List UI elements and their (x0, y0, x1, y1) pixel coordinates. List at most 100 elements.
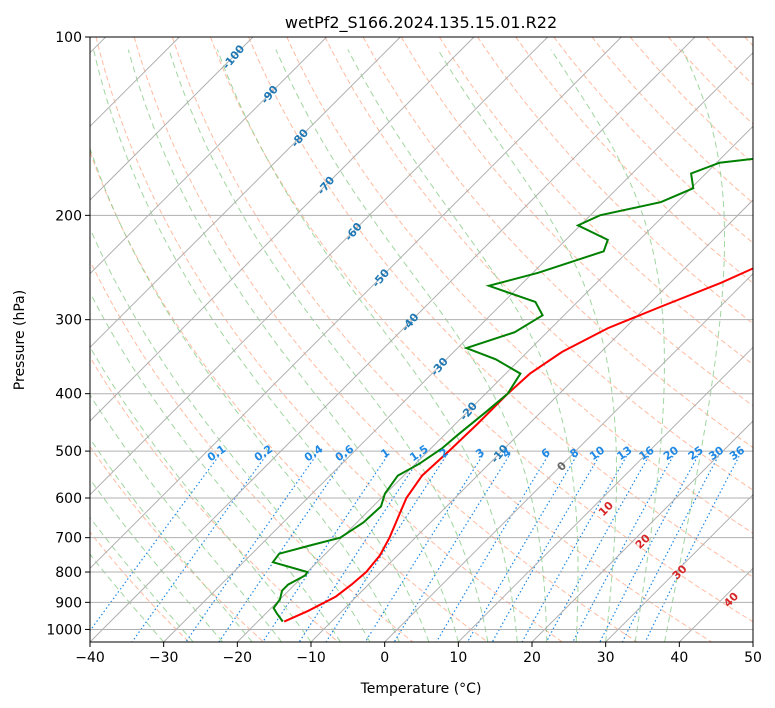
moist-adiabat-line (216, 49, 518, 642)
dry-adiabat-line (362, 37, 753, 449)
dry-adiabat-line (438, 37, 753, 366)
isotherm-line (531, 420, 753, 642)
dry-adiabat-line (90, 531, 190, 642)
isotherm-line (90, 37, 622, 570)
x-axis-ticks: −40 −30 −20 −10 0 10 20 30 40 50 (75, 642, 762, 666)
sounding-series (271, 157, 753, 623)
mixing-ratio-line (599, 455, 699, 642)
y-tick-label: 400 (55, 387, 82, 403)
dry-adiabat-line (90, 150, 488, 642)
isotherm-line (310, 199, 753, 642)
x-axis-label: Temperature (°C) (360, 681, 482, 697)
y-tick-label: 800 (55, 565, 82, 581)
mixing-ratio-line (90, 455, 220, 632)
dry-adiabat-line (477, 37, 753, 325)
mixing-ratio-label: 20 (661, 443, 681, 463)
moist-adiabat-label: 40 (721, 590, 741, 610)
chart-title: wetPf2_S166.2024.135.15.01.R22 (285, 13, 557, 33)
moist-adiabat-line (90, 516, 194, 642)
mixing-ratio-label: 25 (686, 444, 706, 463)
moist-adiabat-label: 0 (555, 459, 570, 474)
x-tick-label: 30 (597, 650, 615, 666)
mixing-ratio-line (364, 455, 483, 642)
isotherm-line (457, 346, 753, 642)
mixing-ratio-label: 0.4 (302, 442, 326, 464)
mixing-ratio-line (298, 455, 422, 642)
dry-adiabat-line (706, 37, 753, 86)
dry-adiabat-line (591, 37, 753, 204)
moist-adiabat-line (168, 49, 489, 642)
moist-adiabat-label: 20 (633, 531, 653, 551)
moist-adiabat-line (90, 437, 253, 642)
x-tick-label: 10 (449, 650, 467, 666)
moist-adiabat-line (347, 49, 579, 642)
x-tick-label: −30 (149, 650, 179, 666)
mixing-ratio-line (521, 455, 628, 642)
dry-adiabats (90, 37, 753, 642)
x-tick-label: 0 (380, 650, 389, 666)
moist-adiabat-line (437, 49, 617, 642)
plot-area: -100-90-80-70-60-50-40-30-20-100.1 0.2 0.4… (90, 37, 753, 642)
mixing-ratio-label: 6 (539, 446, 553, 461)
moist-adiabat-line (90, 553, 165, 642)
isotherm-line (90, 37, 254, 201)
y-tick-label: 600 (55, 491, 82, 507)
dry-adiabat-line (248, 37, 753, 578)
pressure-gridlines (90, 37, 753, 630)
temperature-profile-line (283, 267, 753, 623)
mixing-ratio-label: 0.2 (252, 442, 275, 464)
mixing-ratio-label: 10 (587, 443, 607, 463)
isotherm-line (90, 37, 549, 496)
moist-adiabat-line (90, 147, 400, 642)
dry-adiabat-line (744, 37, 753, 47)
moist-adiabat-line (90, 345, 312, 642)
dry-adiabat-line (133, 37, 638, 642)
y-tick-label: 900 (55, 595, 82, 611)
moist-adiabat-line (90, 291, 341, 642)
mixing-ratio-label: 0.1 (205, 442, 228, 464)
mixing-ratio-line (621, 455, 719, 642)
mixing-ratio-label: 1 (378, 446, 392, 461)
dry-adiabat-line (95, 37, 563, 642)
y-tick-label: 1000 (46, 622, 82, 638)
isotherm-line (163, 51, 753, 642)
mixing-ratio-line (491, 455, 600, 642)
dry-adiabat-line (324, 37, 753, 491)
moist-adiabat-line (550, 49, 665, 642)
moist-adiabat-line (93, 49, 430, 642)
moist-adiabat-line (90, 394, 282, 642)
isotherms (90, 37, 753, 642)
dry-adiabat-line (515, 37, 753, 284)
x-tick-label: 20 (523, 650, 541, 666)
reference-labels: -100-90-80-70-60-50-40-30-20-100.1 0.2 0.4… (205, 42, 747, 610)
mixing-ratio-label: 2 (437, 446, 451, 461)
isotherm-line (678, 567, 753, 642)
moist-adiabat-line (664, 49, 726, 642)
dry-adiabat-line (90, 356, 339, 642)
dry-adiabat-line (400, 37, 753, 407)
dry-adiabat-line (668, 37, 753, 125)
dry-adiabat-line (210, 37, 753, 623)
y-tick-label: 200 (55, 208, 82, 224)
moist-adiabat-line (90, 478, 223, 642)
x-tick-label: 40 (670, 650, 688, 666)
isotherm-line (90, 37, 475, 422)
mixing-ratio-line (131, 455, 267, 642)
isotherm-line (90, 37, 328, 275)
moist-adiabat-line (127, 49, 459, 642)
y-tick-label: 300 (55, 313, 82, 329)
dry-adiabat-line (90, 445, 264, 642)
mixing-ratio-line (435, 455, 549, 642)
isotherm-line (90, 37, 696, 642)
isotherm-line (752, 641, 753, 642)
mixing-ratio-line (218, 455, 347, 642)
moist-adiabat-line (90, 227, 371, 642)
isotherm-line (90, 37, 401, 349)
mixing-ratio-label: 36 (727, 443, 747, 463)
x-tick-label: −10 (296, 650, 326, 666)
x-tick-label: 50 (744, 650, 762, 666)
y-tick-label: 500 (55, 444, 82, 460)
isotherm-line (236, 125, 753, 642)
dry-adiabat-line (171, 37, 712, 642)
mixing-ratio-label: 3 (473, 446, 487, 461)
